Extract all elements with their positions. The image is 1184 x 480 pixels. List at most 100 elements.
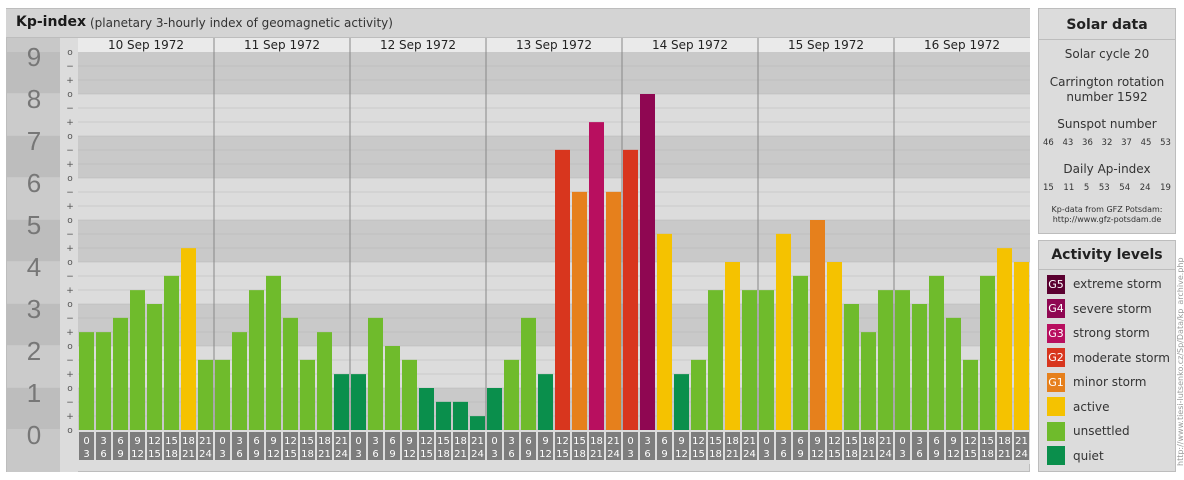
time-label-end: 18: [437, 449, 450, 460]
kp-bar: [402, 359, 417, 430]
activity-levels-title: Activity levels: [1051, 247, 1163, 263]
kp-bar: [980, 275, 995, 430]
time-label-box: [147, 432, 162, 460]
time-label-end: 6: [916, 449, 922, 460]
kp-bar: [657, 233, 672, 430]
time-label-box: [929, 432, 944, 460]
time-label-start: 18: [182, 436, 195, 447]
kp-bar: [521, 317, 536, 430]
time-label-start: 18: [590, 436, 603, 447]
sub-tick-mark: +: [66, 328, 74, 338]
time-label-start: 0: [899, 436, 905, 447]
kp-bar: [96, 332, 111, 430]
y-tick-label: 2: [27, 336, 41, 366]
sunspot-value: 36: [1082, 138, 1093, 148]
day-label: 15 Sep 1972: [788, 38, 864, 52]
time-label-end: 3: [491, 449, 497, 460]
y-axis-band: [7, 94, 60, 135]
time-label-start: 6: [933, 436, 939, 447]
ap-value: 5: [1083, 183, 1090, 193]
chart-title: Kp-index: [16, 14, 86, 30]
time-label-end: 18: [709, 449, 722, 460]
time-label-end: 24: [335, 449, 348, 460]
time-label-start: 21: [743, 436, 756, 447]
time-label-end: 15: [692, 449, 705, 460]
kp-bar: [79, 332, 94, 430]
time-label-box: [980, 432, 995, 460]
ap-value: 54: [1119, 183, 1131, 193]
time-label-end: 24: [607, 449, 620, 460]
time-label-box: [844, 432, 859, 460]
time-label-end: 9: [525, 449, 531, 460]
time-label-start: 9: [678, 436, 684, 447]
legend-label: active: [1073, 399, 1110, 414]
kp-bar: [572, 191, 587, 430]
kp-bar: [640, 94, 655, 430]
time-label-start: 9: [406, 436, 412, 447]
time-label-start: 3: [780, 436, 786, 447]
time-label-box: [487, 432, 502, 460]
legend-item: G5 extreme storm: [1047, 274, 1162, 294]
time-label-end: 12: [131, 449, 144, 460]
kp-bar: [878, 290, 893, 430]
time-label-box: [402, 432, 417, 460]
sub-tick-mark: −: [66, 62, 74, 72]
day-label: 10 Sep 1972: [108, 38, 184, 52]
time-label-start: 3: [644, 436, 650, 447]
time-label-end: 21: [862, 449, 875, 460]
time-label-start: 3: [508, 436, 514, 447]
kp-bar: [147, 304, 162, 430]
plot-band: [78, 52, 1030, 94]
time-label-start: 6: [253, 436, 259, 447]
time-label-start: 21: [1015, 436, 1028, 447]
time-label-box: [215, 432, 230, 460]
kp-bar: [504, 359, 519, 430]
time-label-start: 21: [471, 436, 484, 447]
divider: [1039, 39, 1175, 40]
sub-tick-mark: +: [66, 244, 74, 254]
time-label-end: 9: [661, 449, 667, 460]
kp-bar: [283, 317, 298, 430]
time-label-end: 12: [539, 449, 552, 460]
kp-bar: [674, 374, 689, 430]
plot-band: [78, 178, 1030, 220]
time-label-end: 18: [165, 449, 178, 460]
time-label-end: 15: [556, 449, 569, 460]
time-label-start: 21: [199, 436, 212, 447]
kp-bar: [453, 401, 468, 430]
plot-band: [78, 94, 1030, 136]
watermark-url: http://www.tiesi-lutsenko.cz/Sp/Data/kp_…: [1176, 257, 1184, 466]
legend-swatch: [1047, 397, 1065, 416]
sub-tick-mark: o: [67, 48, 73, 58]
kp-bar: [113, 317, 128, 430]
time-label-end: 15: [420, 449, 433, 460]
sub-tick-mark: −: [66, 398, 74, 408]
kp-bar: [215, 359, 230, 430]
sub-tick-mark: o: [67, 342, 73, 352]
time-label-end: 15: [964, 449, 977, 460]
time-label-start: 9: [542, 436, 548, 447]
solar-data-title: Solar data: [1066, 17, 1148, 33]
time-label-end: 6: [100, 449, 106, 460]
kp-bar: [963, 359, 978, 430]
time-label-end: 6: [780, 449, 786, 460]
legend-label: extreme storm: [1073, 277, 1162, 291]
time-label-start: 15: [573, 436, 586, 447]
kp-bar: [861, 332, 876, 430]
time-label-end: 21: [998, 449, 1011, 460]
time-label-box: [504, 432, 519, 460]
time-label-box: [912, 432, 927, 460]
time-label-box: [589, 432, 604, 460]
sub-tick-mark: −: [66, 356, 74, 366]
sub-tick-mark: −: [66, 314, 74, 324]
sunspot-value: 43: [1062, 138, 1074, 148]
time-label-box: [419, 432, 434, 460]
time-label-end: 21: [182, 449, 195, 460]
sunspot-value: 45: [1140, 138, 1152, 148]
time-label-box: [759, 432, 774, 460]
time-label-end: 12: [947, 449, 960, 460]
time-label-box: [572, 432, 587, 460]
sub-tick-mark: o: [67, 132, 73, 142]
time-label-end: 18: [301, 449, 314, 460]
time-label-end: 21: [318, 449, 331, 460]
